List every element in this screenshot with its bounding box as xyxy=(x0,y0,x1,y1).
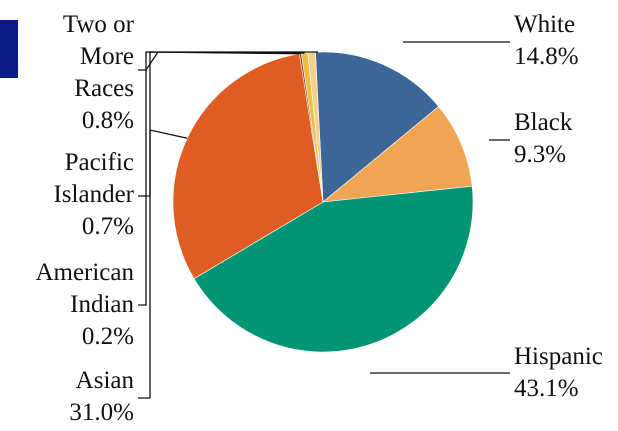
label-hispanic-value: 43.1% xyxy=(514,375,579,402)
leader-line-two-or-more-races xyxy=(138,51,318,71)
label-american-indian-name-line-2: Indian xyxy=(70,291,134,318)
label-two-or-more-races-name-line-1: Two or xyxy=(63,11,135,38)
pie-slice-hispanic xyxy=(193,185,474,353)
label-white-name: White xyxy=(514,11,575,38)
label-hispanic-name: Hispanic xyxy=(514,343,603,370)
label-two-or-more-races-name-line-3: Races xyxy=(74,75,134,102)
label-black-name: Black xyxy=(514,109,573,136)
label-asian-name: Asian xyxy=(76,367,135,394)
label-pacific-islander-name-line-2: Islander xyxy=(53,181,134,208)
label-white-value: 14.8% xyxy=(514,43,579,70)
label-asian-value: 31.0% xyxy=(69,399,134,426)
label-american-indian-name-line-1: American xyxy=(35,259,134,286)
pie-slice-asian xyxy=(172,53,324,280)
label-pacific-islander-name-line-1: Pacific xyxy=(65,149,134,176)
label-black-value: 9.3% xyxy=(514,141,566,168)
label-pacific-islander-value: 0.7% xyxy=(82,213,134,240)
pie-slice-black xyxy=(322,106,473,203)
pie-slice-white xyxy=(315,51,440,203)
leader-line-asian xyxy=(138,129,188,399)
label-two-or-more-races-name-line-2: More xyxy=(80,43,134,70)
label-american-indian-value: 0.2% xyxy=(82,323,134,350)
label-two-or-more-races-value: 0.8% xyxy=(82,107,134,134)
corner-accent-block xyxy=(0,20,18,78)
